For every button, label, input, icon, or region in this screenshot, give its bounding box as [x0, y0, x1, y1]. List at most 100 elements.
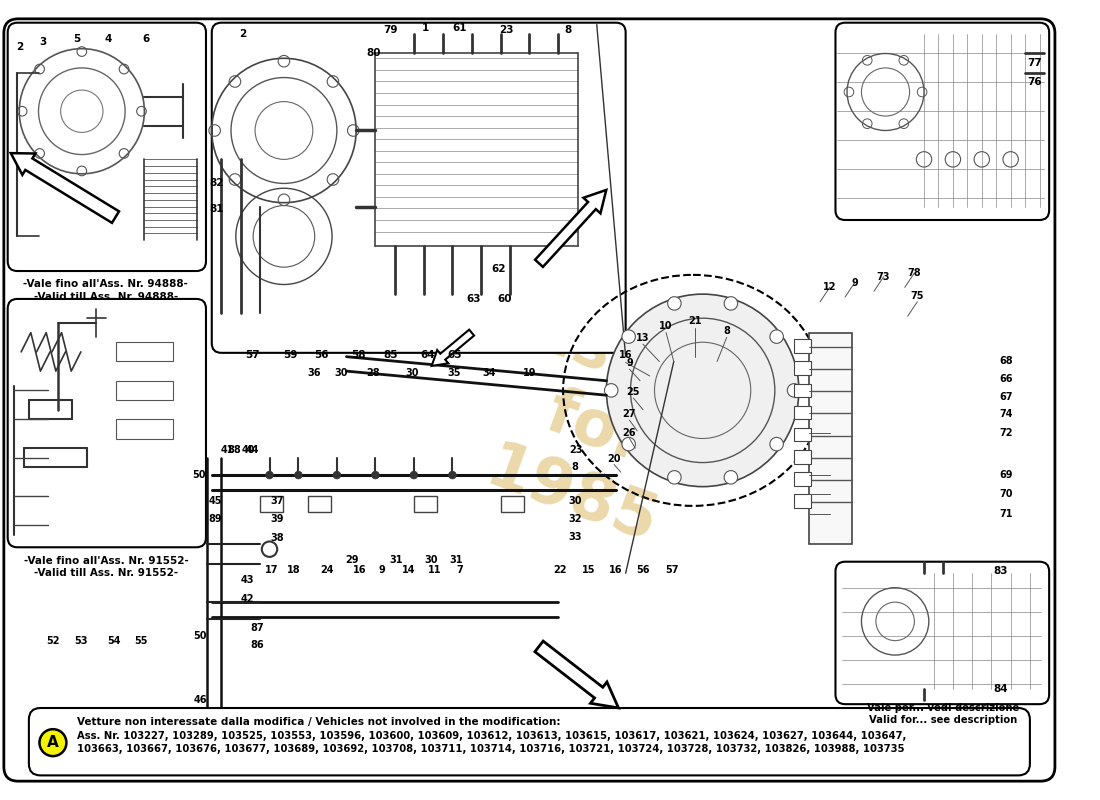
Circle shape	[770, 438, 783, 451]
Bar	[414, 496, 437, 512]
Text: 50: 50	[194, 631, 207, 641]
Text: 21: 21	[689, 316, 702, 326]
Text: Vetture non interessate dalla modifica / Vehicles not involved in the modificati: Vetture non interessate dalla modifica /…	[77, 718, 561, 727]
FancyBboxPatch shape	[8, 22, 206, 271]
Text: 77: 77	[1027, 58, 1042, 68]
Text: 25: 25	[627, 387, 640, 398]
Text: 37: 37	[271, 496, 284, 506]
Text: 41: 41	[220, 445, 234, 455]
Text: 11: 11	[428, 566, 442, 575]
Text: 60: 60	[497, 294, 512, 304]
Circle shape	[724, 470, 738, 484]
Text: 65: 65	[447, 350, 462, 360]
Text: 75: 75	[911, 291, 924, 301]
Bar	[794, 472, 812, 486]
Text: 30: 30	[425, 554, 438, 565]
Text: 72: 72	[999, 428, 1013, 438]
Text: 83: 83	[993, 566, 1009, 576]
Bar	[794, 339, 812, 353]
Text: 17: 17	[265, 566, 278, 575]
FancyArrow shape	[535, 641, 618, 708]
Text: 33: 33	[568, 532, 582, 542]
FancyArrow shape	[431, 330, 474, 366]
Text: 56: 56	[636, 566, 650, 575]
FancyArrow shape	[535, 190, 606, 267]
Text: passion
for
1985: passion for 1985	[432, 285, 761, 573]
Text: 58: 58	[351, 350, 365, 360]
Text: 62: 62	[492, 264, 506, 274]
Text: 89: 89	[209, 514, 222, 524]
Text: 42: 42	[241, 594, 254, 604]
Text: 67: 67	[999, 392, 1013, 402]
Text: 31: 31	[389, 554, 404, 565]
Bar	[794, 384, 812, 397]
Text: 24: 24	[320, 566, 334, 575]
Text: 7: 7	[456, 566, 463, 575]
Text: 68: 68	[999, 357, 1013, 366]
Text: 38: 38	[271, 533, 284, 542]
Text: 69: 69	[999, 470, 1013, 480]
Text: 44: 44	[245, 445, 258, 455]
Text: 30: 30	[334, 368, 348, 378]
Text: 9: 9	[626, 358, 632, 369]
FancyArrow shape	[11, 153, 119, 223]
Bar	[116, 381, 174, 400]
Text: 6: 6	[143, 34, 150, 44]
Text: 16: 16	[353, 566, 366, 575]
Text: 46: 46	[194, 695, 207, 706]
Circle shape	[372, 471, 379, 479]
Circle shape	[449, 471, 456, 479]
Text: 22: 22	[553, 566, 566, 575]
Text: 30: 30	[568, 496, 582, 506]
Text: 57: 57	[666, 566, 679, 575]
Text: 31: 31	[450, 554, 463, 565]
Text: 35: 35	[448, 368, 461, 378]
Text: 2: 2	[15, 42, 23, 52]
Text: 8: 8	[571, 462, 579, 472]
Text: 28: 28	[366, 368, 381, 378]
Circle shape	[266, 471, 274, 479]
Text: 8: 8	[564, 26, 572, 35]
FancyBboxPatch shape	[212, 22, 626, 353]
Text: 23: 23	[499, 26, 514, 35]
Text: 78: 78	[908, 268, 921, 278]
Text: 40: 40	[242, 445, 255, 455]
Text: 80: 80	[366, 49, 381, 58]
Circle shape	[606, 294, 799, 486]
Bar	[794, 450, 812, 463]
Text: -Vale fino all'Ass. Nr. 91552-: -Vale fino all'Ass. Nr. 91552-	[23, 556, 188, 566]
Text: 1: 1	[421, 23, 429, 34]
Text: 56: 56	[315, 350, 329, 360]
Text: 39: 39	[271, 514, 284, 524]
Text: 32: 32	[568, 514, 582, 524]
Circle shape	[295, 471, 302, 479]
Text: 82: 82	[209, 178, 223, 189]
Bar	[116, 342, 174, 362]
Text: 61: 61	[453, 23, 468, 34]
Circle shape	[668, 297, 681, 310]
Text: 16: 16	[619, 350, 632, 360]
Circle shape	[605, 384, 618, 397]
Text: 43: 43	[241, 575, 254, 585]
Text: 2: 2	[239, 30, 246, 39]
Circle shape	[40, 729, 66, 756]
Circle shape	[724, 297, 738, 310]
Circle shape	[668, 470, 681, 484]
Text: 10: 10	[659, 321, 673, 331]
Text: 5: 5	[74, 34, 80, 44]
Text: 71: 71	[999, 509, 1013, 518]
Text: 54: 54	[107, 636, 120, 646]
Text: 79: 79	[384, 26, 398, 35]
Text: 14: 14	[403, 566, 416, 575]
Circle shape	[333, 471, 341, 479]
Text: 4: 4	[104, 34, 111, 44]
FancyBboxPatch shape	[8, 299, 206, 547]
Text: 81: 81	[209, 205, 223, 214]
Text: 103663, 103667, 103676, 103677, 103689, 103692, 103708, 103711, 103714, 103716, : 103663, 103667, 103676, 103677, 103689, …	[77, 744, 904, 754]
Text: 23: 23	[569, 445, 582, 455]
Text: 73: 73	[877, 272, 890, 282]
Text: 13: 13	[636, 334, 650, 343]
Bar	[794, 362, 812, 375]
Text: 27: 27	[623, 410, 636, 419]
Bar	[116, 419, 174, 438]
